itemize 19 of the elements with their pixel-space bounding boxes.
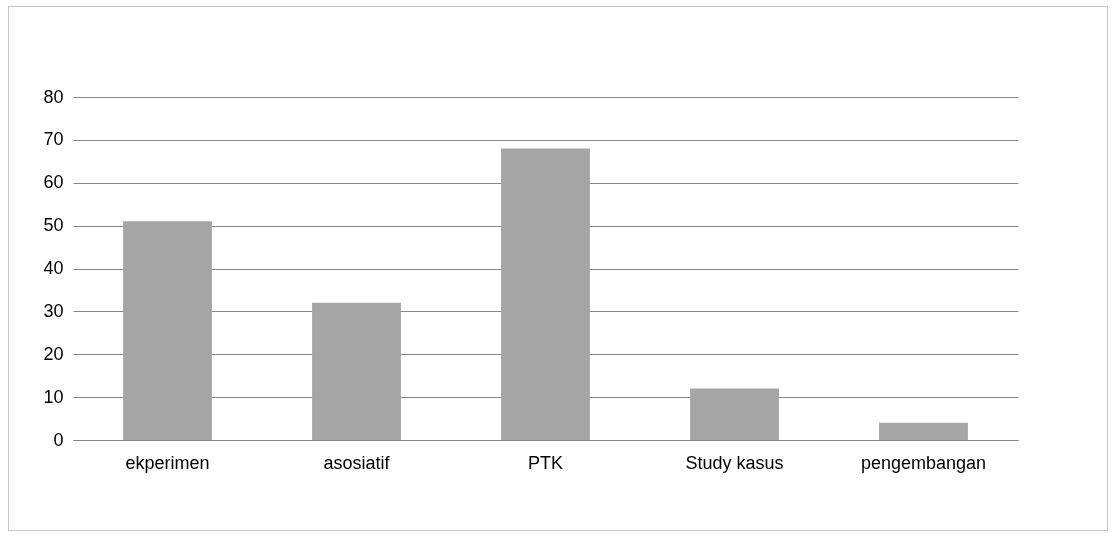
y-tick-label: 50 <box>43 215 64 236</box>
y-tick-label: 30 <box>43 300 64 321</box>
y-tick-label: 10 <box>43 386 64 407</box>
x-tick-label: ekperimen <box>125 452 210 473</box>
bar <box>501 148 590 440</box>
y-tick-label: 60 <box>43 172 64 193</box>
bar <box>123 221 212 440</box>
x-tick-label: Study kasus <box>685 452 784 473</box>
y-tick-label: 20 <box>43 343 64 364</box>
x-tick-label: asosiatif <box>323 452 391 473</box>
bar <box>690 388 779 440</box>
y-tick-label: 80 <box>43 86 64 107</box>
x-tick-label: pengembangan <box>860 452 987 473</box>
x-tick-label: PTK <box>527 452 564 473</box>
bar <box>879 422 968 440</box>
bar <box>312 302 401 440</box>
y-tick-label: 0 <box>53 429 64 450</box>
y-tick-label: 40 <box>43 258 64 278</box>
y-tick-label: 70 <box>43 129 64 150</box>
